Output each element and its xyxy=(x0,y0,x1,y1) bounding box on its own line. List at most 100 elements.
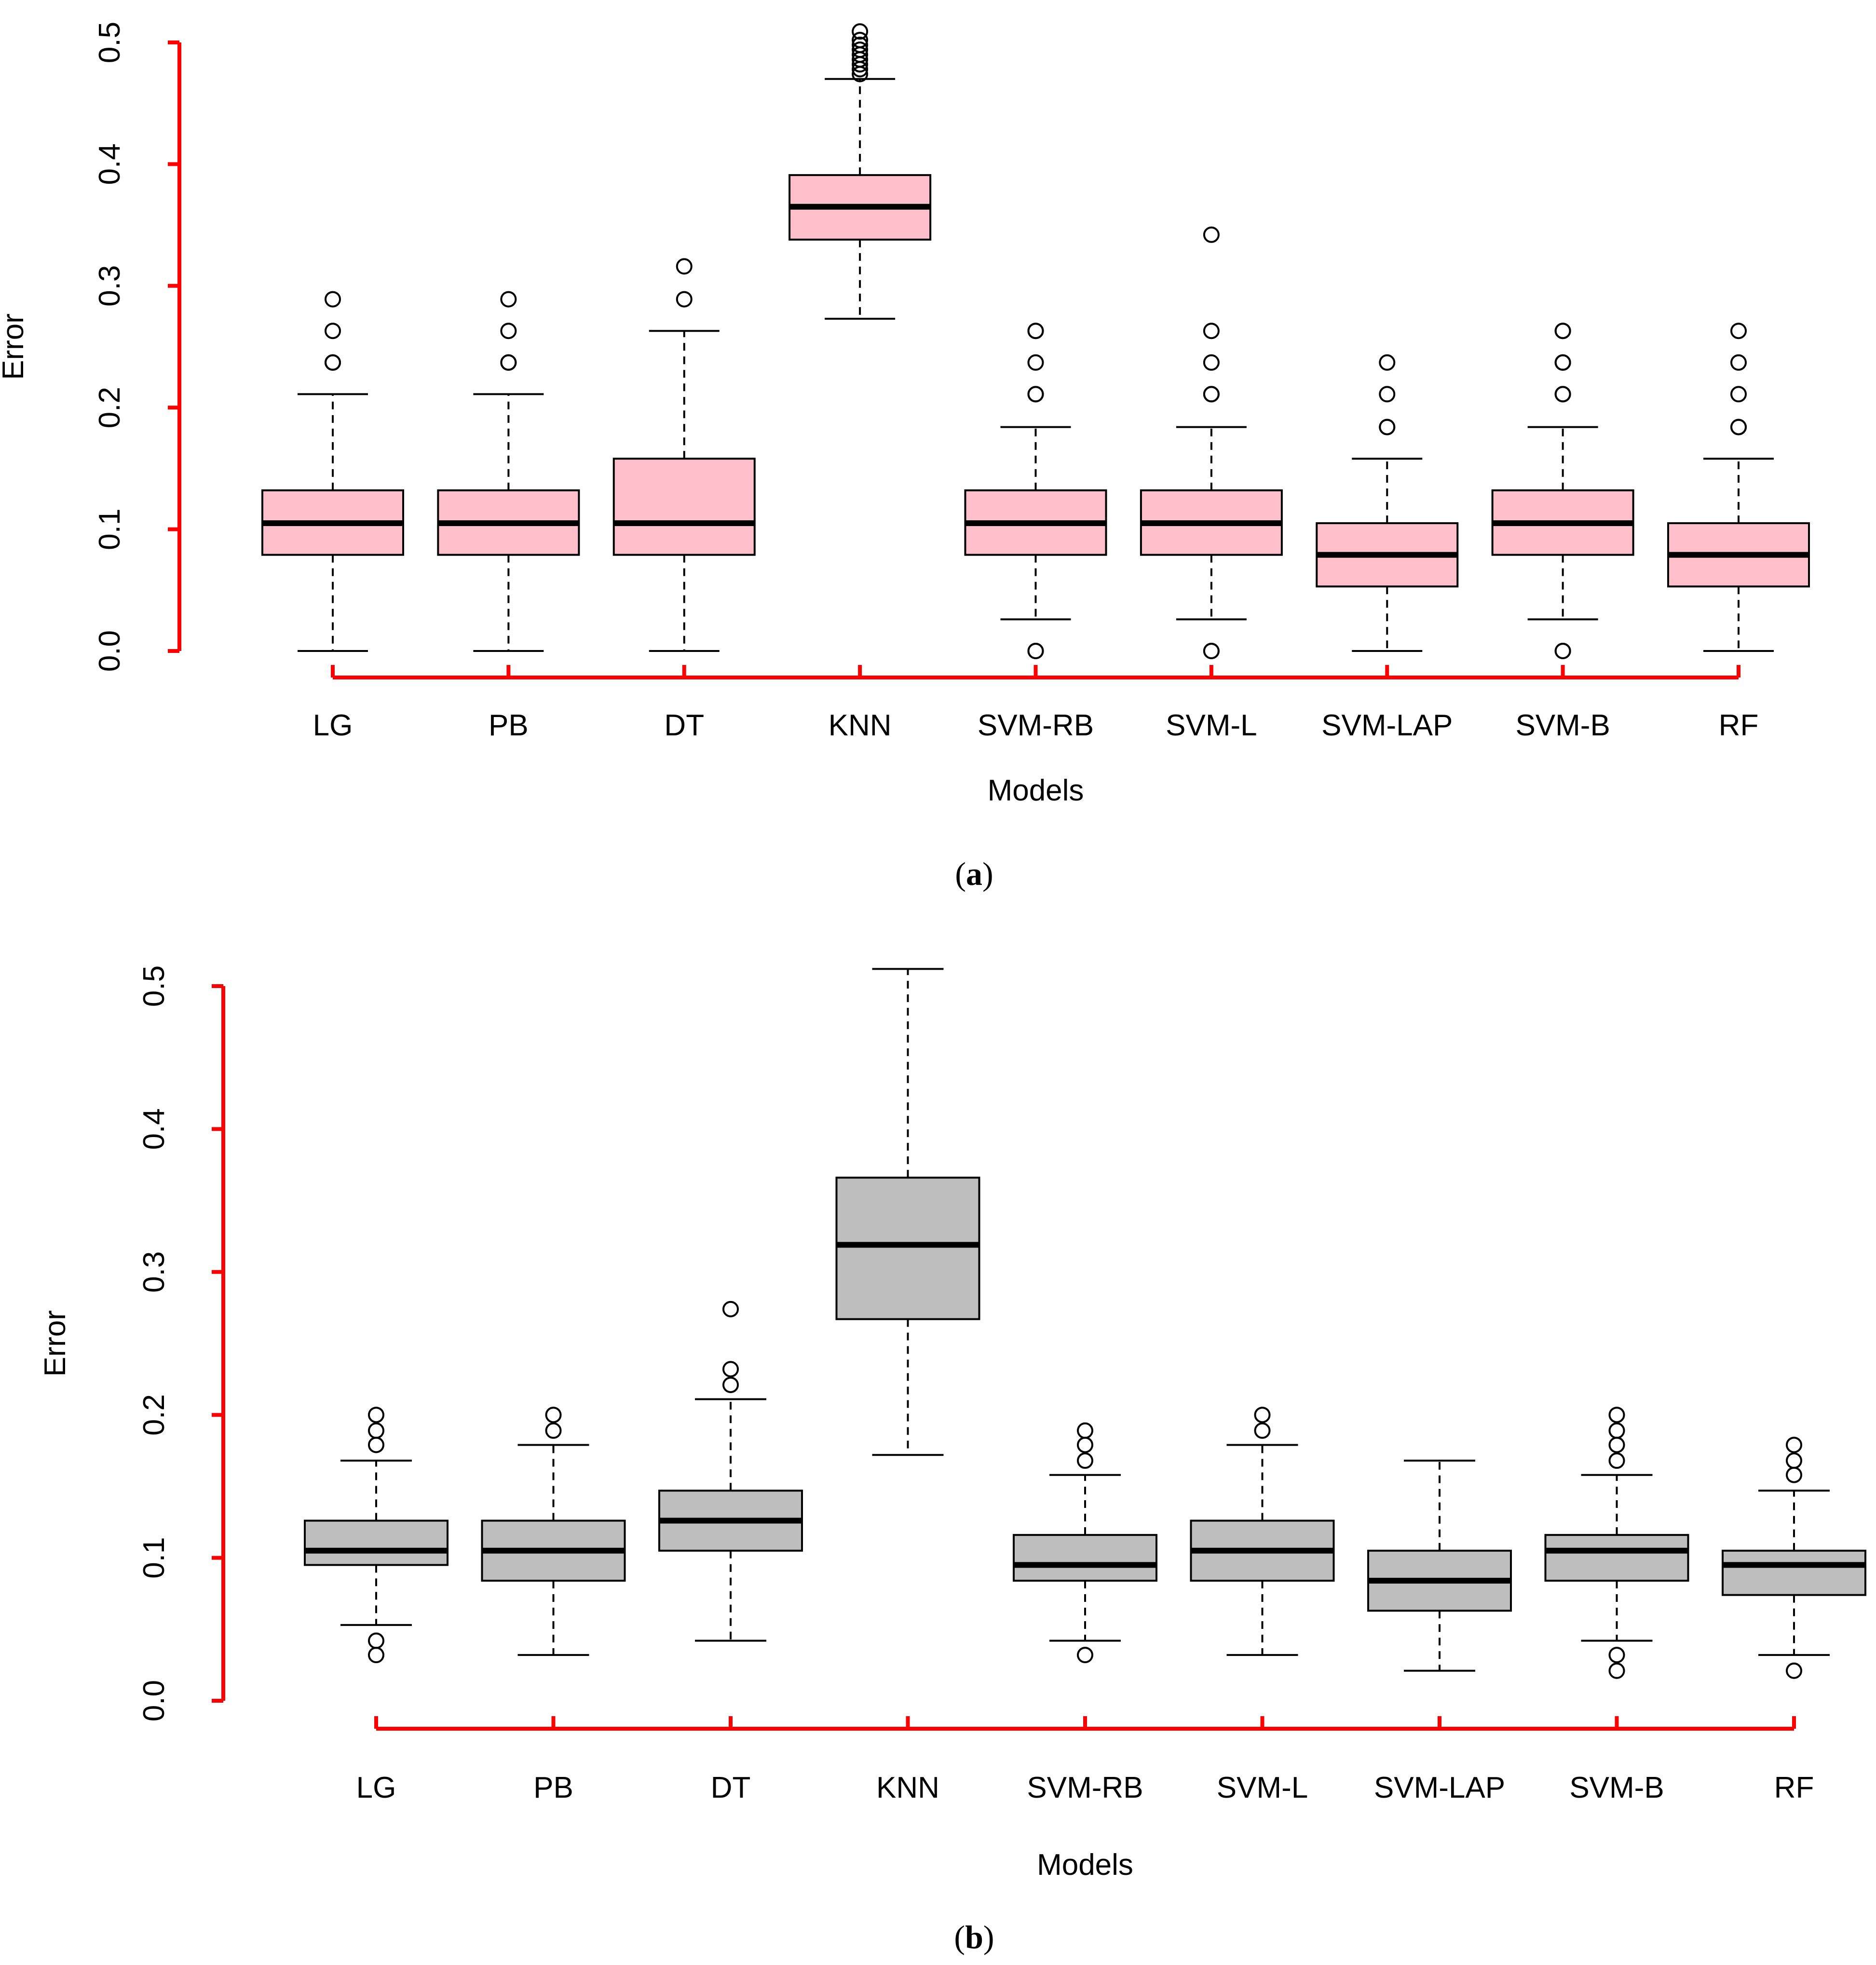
x-axis-title: Models xyxy=(1037,1848,1133,1882)
outlier-point xyxy=(1554,386,1571,403)
outlier-point xyxy=(1786,1662,1802,1679)
iqr-box xyxy=(1722,1549,1866,1596)
box-RF xyxy=(1722,1436,1866,1679)
outlier-point xyxy=(722,1376,739,1393)
outlier-point xyxy=(676,291,693,308)
box-SVM-L xyxy=(1190,1407,1335,1656)
box-SVM-LAP xyxy=(1367,1460,1512,1672)
y-axis-title: Error xyxy=(39,1310,72,1377)
box-SVM-B xyxy=(1491,323,1634,659)
outlier-point xyxy=(1608,1647,1625,1664)
outlier-point xyxy=(1608,1452,1625,1469)
outlier-point xyxy=(1730,386,1747,403)
x-tick-label: LG xyxy=(356,1771,396,1804)
iqr-box xyxy=(1013,1534,1157,1582)
box-KNN xyxy=(788,23,932,320)
outlier-point xyxy=(325,291,341,308)
y-tick-label: 0.2 xyxy=(137,1394,171,1436)
box-SVM-B xyxy=(1544,1407,1689,1679)
x-tick-label: SVM-LAP xyxy=(1374,1771,1505,1804)
outlier-point xyxy=(1077,1422,1093,1439)
outlier-point xyxy=(1554,354,1571,371)
x-tick-label: SVM-RB xyxy=(1027,1771,1143,1804)
y-tick-label: 0.4 xyxy=(137,1108,171,1150)
box-KNN xyxy=(835,968,980,1456)
outlier-point xyxy=(368,1647,384,1664)
y-axis-title: Error xyxy=(0,313,30,380)
caption-b-letter: b xyxy=(965,1919,983,1955)
outlier-point xyxy=(1027,323,1044,339)
outlier-point xyxy=(368,1407,384,1423)
outlier-point xyxy=(1608,1436,1625,1453)
y-tick-label: 0.1 xyxy=(137,1537,171,1578)
outlier-point xyxy=(1554,643,1571,659)
outlier-point xyxy=(852,31,869,48)
outlier-point xyxy=(545,1407,562,1423)
outlier-point xyxy=(1730,419,1747,435)
y-tick-label: 0.0 xyxy=(137,1680,171,1721)
y-tick-label: 0.1 xyxy=(93,508,126,550)
box-SVM-LAP xyxy=(1316,354,1459,652)
outlier-point xyxy=(325,354,341,371)
x-tick-label: KNN xyxy=(829,709,892,742)
panel-a-chart: 0.0 0.1 0.2 0.3 0.4 0.5 Error LG PB DT KNN SVM-RB SV… xyxy=(0,22,1810,807)
outlier-point xyxy=(1077,1647,1093,1664)
outlier-point xyxy=(325,323,341,339)
box-PB xyxy=(437,291,580,652)
x-tick-label: SVM-L xyxy=(1166,709,1257,742)
outlier-point xyxy=(1608,1407,1625,1423)
outlier-point xyxy=(1203,386,1220,403)
x-tick-label: SVM-LAP xyxy=(1321,709,1453,742)
x-tick-label: RF xyxy=(1774,1771,1814,1804)
outlier-point xyxy=(1730,323,1747,339)
outlier-point xyxy=(1203,643,1220,659)
outlier-point xyxy=(1379,419,1396,435)
caption-a-letter: a xyxy=(966,855,982,892)
outlier-point xyxy=(852,37,869,54)
x-tick-label: RF xyxy=(1719,709,1759,742)
iqr-box xyxy=(1544,1534,1689,1582)
outlier-point xyxy=(1077,1452,1093,1469)
outlier-point xyxy=(368,1436,384,1453)
outlier-point xyxy=(852,41,869,58)
outlier-point xyxy=(1027,643,1044,659)
outlier-point xyxy=(1027,386,1044,403)
box-DT xyxy=(612,258,756,652)
outlier-point xyxy=(1554,323,1571,339)
outlier-point xyxy=(368,1632,384,1649)
box-DT xyxy=(658,1301,803,1642)
outlier-point xyxy=(676,258,693,275)
iqr-box xyxy=(304,1519,449,1566)
x-tick-label: LG xyxy=(313,709,353,742)
x-tick-label: PB xyxy=(533,1771,573,1804)
outlier-point xyxy=(1203,226,1220,243)
outlier-point xyxy=(500,354,517,371)
outlier-point xyxy=(500,291,517,308)
outlier-point xyxy=(1027,354,1044,371)
x-tick-label: SVM-B xyxy=(1515,709,1610,742)
outlier-point xyxy=(1254,1422,1271,1439)
outlier-point xyxy=(1203,354,1220,371)
outlier-point xyxy=(368,1422,384,1439)
box-LG xyxy=(304,1407,449,1664)
x-tick-label: SVM-L xyxy=(1217,1771,1308,1804)
x-tick-label: DT xyxy=(664,709,704,742)
y-tick-label: 0.3 xyxy=(93,265,126,307)
outlier-point xyxy=(1203,323,1220,339)
box-RF xyxy=(1667,323,1810,652)
iqr-box xyxy=(835,1177,980,1320)
outlier-point xyxy=(1608,1662,1625,1679)
outlier-point xyxy=(1786,1466,1802,1483)
box-SVM-L xyxy=(1140,226,1283,659)
y-tick-label: 0.5 xyxy=(137,965,171,1007)
caption-b: (b) xyxy=(954,1919,994,1955)
y-tick-label: 0.4 xyxy=(93,143,126,185)
box-LG xyxy=(261,291,404,652)
outlier-point xyxy=(852,23,869,40)
outlier-point xyxy=(1786,1436,1802,1453)
panel-b-chart: 0.0 0.1 0.2 0.3 0.4 0.5 Error LG PB DT KNN SVM-RB SV… xyxy=(39,965,1866,1882)
y-tick-label: 0.5 xyxy=(93,22,126,63)
y-tick-label: 0.0 xyxy=(93,630,126,672)
x-tick-label: SVM-B xyxy=(1569,1771,1664,1804)
